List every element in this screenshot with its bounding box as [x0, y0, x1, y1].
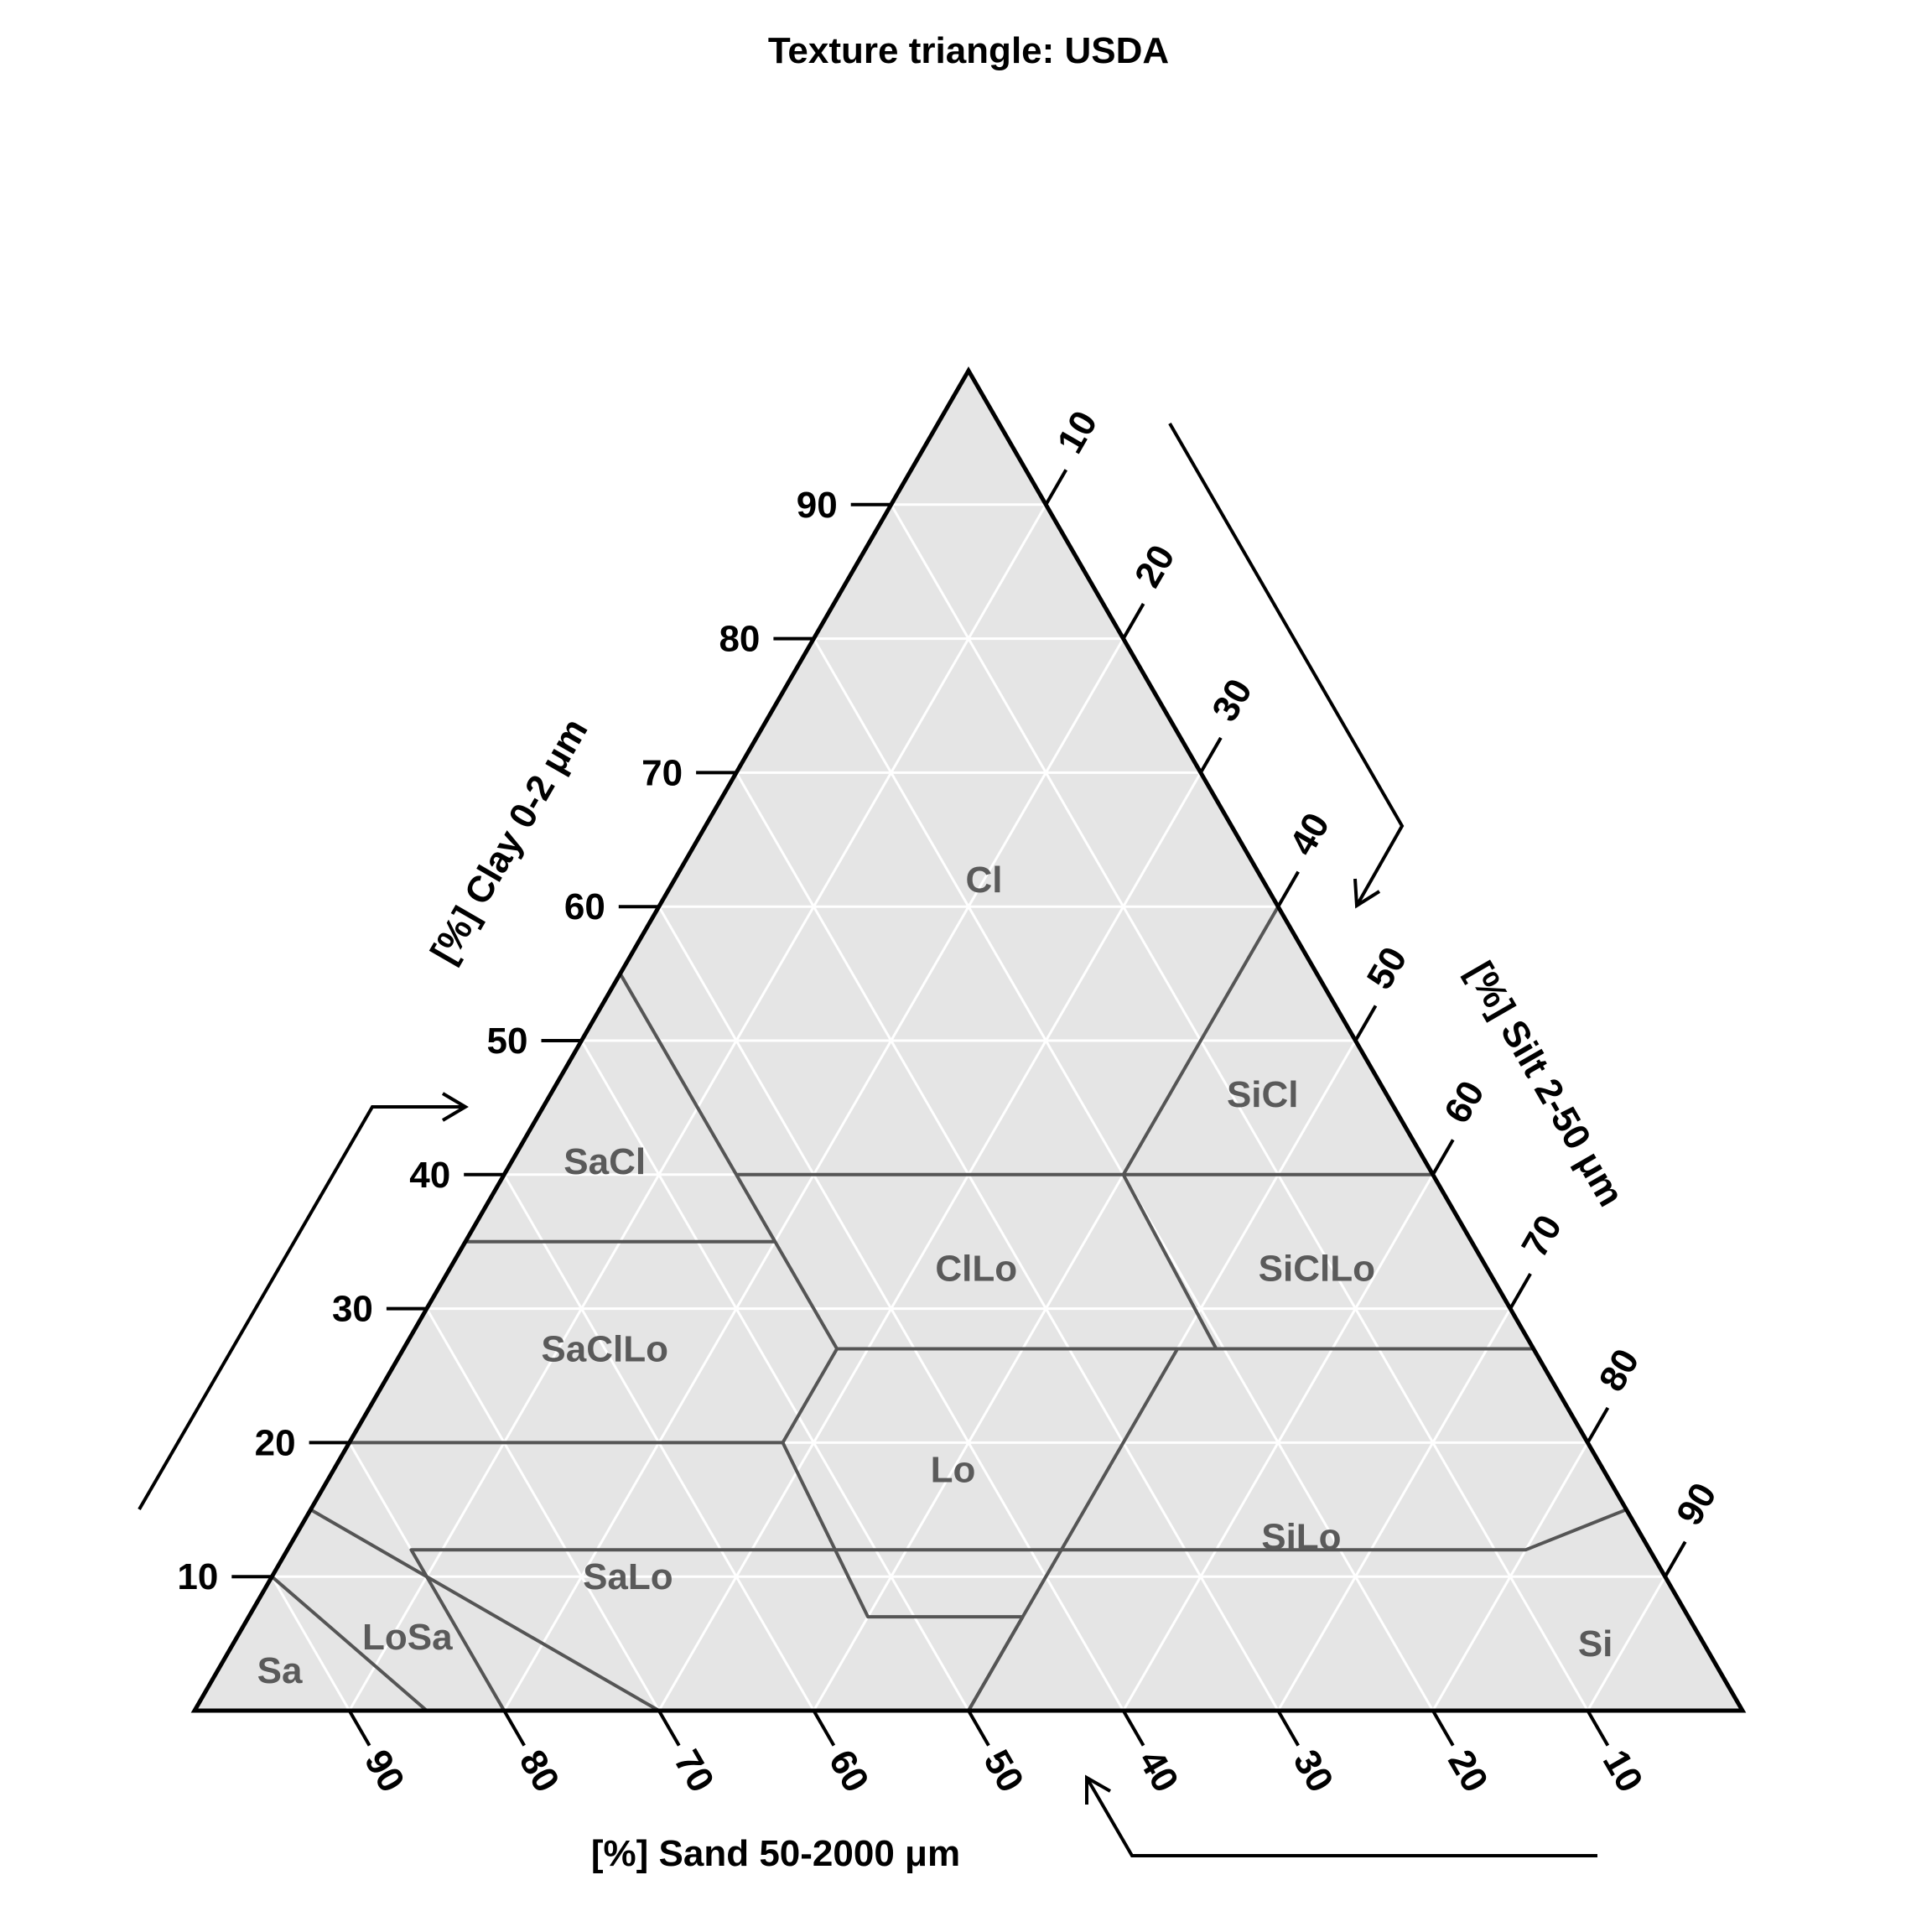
grid-line-sand-10 — [890, 504, 1589, 1711]
grid-line-sand-90 — [271, 1576, 351, 1711]
sand-tick-90 — [347, 1710, 371, 1747]
class-boundary-9 — [270, 1575, 428, 1712]
sand-tick-30 — [1276, 1710, 1300, 1747]
silt-arrow-head — [1353, 878, 1381, 909]
grid-line-sand-30 — [735, 771, 1280, 1711]
silt-tick-60 — [1431, 1139, 1455, 1176]
chart-title: Texture triangle: USDA — [768, 30, 1169, 71]
clay-tick-label-80: 80 — [719, 619, 760, 660]
clay-axis-label: [%] Clay 0-2 μm — [423, 712, 595, 970]
clay-arrow — [138, 1105, 465, 1511]
sand-tick-20 — [1431, 1710, 1455, 1747]
sand-tick-label-40: 40 — [1130, 1743, 1187, 1800]
silt-arrow — [1168, 423, 1405, 906]
silt-axis-label: [%] Silt 2-50 μm — [1458, 955, 1631, 1213]
silt-tick-80 — [1586, 1406, 1610, 1444]
clay-tick-label-70: 70 — [641, 752, 683, 793]
class-label-cl: Cl — [965, 860, 1002, 901]
sand-tick-label-80: 80 — [512, 1743, 568, 1800]
silt-tick-label-40: 40 — [1281, 806, 1337, 862]
class-label-sacl: SaCl — [564, 1141, 646, 1182]
silt-tick-label-70: 70 — [1514, 1208, 1570, 1265]
grid-line-silt-30 — [657, 771, 1202, 1711]
sand-tick-label-90: 90 — [356, 1743, 413, 1800]
class-label-lo: Lo — [931, 1449, 976, 1490]
silt-tick-label-10: 10 — [1050, 404, 1106, 460]
grid-line-silt-90 — [1587, 1576, 1666, 1711]
class-label-sicl: SiCl — [1227, 1074, 1299, 1115]
silt-tick-label-60: 60 — [1436, 1074, 1493, 1130]
sand-tick-label-20: 20 — [1440, 1743, 1496, 1800]
class-boundary-2 — [1121, 906, 1280, 1350]
axis-arrows — [138, 423, 1597, 1857]
silt-tick-20 — [1121, 603, 1145, 640]
sand-tick-label-10: 10 — [1595, 1743, 1651, 1800]
grid-line-silt-80 — [1431, 1441, 1589, 1711]
clay-tick-label-20: 20 — [255, 1422, 296, 1463]
sand-tick-10 — [1586, 1710, 1610, 1747]
class-label-salo: SaLo — [583, 1556, 673, 1597]
silt-tick-label-50: 50 — [1359, 940, 1415, 996]
silt-tick-40 — [1276, 870, 1300, 908]
sand-arrow-head — [1085, 1774, 1111, 1805]
silt-tick-30 — [1199, 736, 1223, 774]
class-label-sicllo: SiClLo — [1259, 1249, 1375, 1290]
clay-tick-label-30: 30 — [332, 1289, 373, 1330]
sand-tick-60 — [812, 1710, 836, 1747]
grid-line-silt-70 — [1276, 1307, 1512, 1711]
silt-tick-50 — [1353, 1005, 1378, 1042]
silt-tick-label-30: 30 — [1204, 673, 1260, 729]
class-boundary-6 — [967, 1348, 1179, 1712]
silt-tick-10 — [1044, 469, 1068, 506]
class-boundaries — [270, 906, 1628, 1712]
sand-tick-40 — [1121, 1710, 1145, 1747]
clay-tick-label-50: 50 — [487, 1021, 528, 1062]
clay-tick-label-90: 90 — [797, 485, 838, 526]
silt-tick-70 — [1509, 1273, 1532, 1310]
sand-tick-label-50: 50 — [975, 1743, 1031, 1800]
silt-tick-label-90: 90 — [1669, 1476, 1725, 1532]
grid-line-silt-60 — [1122, 1174, 1435, 1711]
sand-tick-70 — [657, 1710, 681, 1747]
grid-line-sand-50 — [580, 1040, 970, 1711]
class-label-cllo: ClLo — [935, 1249, 1017, 1290]
silt-tick-90 — [1663, 1540, 1687, 1578]
class-label-silo: SiLo — [1261, 1516, 1341, 1557]
clay-tick-label-60: 60 — [564, 886, 605, 927]
silt-tick-label-80: 80 — [1592, 1343, 1648, 1399]
clay-tick-label-10: 10 — [177, 1556, 218, 1597]
sand-tick-label-70: 70 — [666, 1743, 722, 1800]
sand-axis-label: [%] Sand 50-2000 μm — [591, 1833, 960, 1874]
class-boundary-8 — [309, 1508, 660, 1712]
grid-line-sand-70 — [425, 1307, 661, 1711]
class-boundary-0 — [618, 973, 1025, 1711]
silt-tick-label-20: 20 — [1127, 538, 1183, 595]
sand-tick-50 — [967, 1710, 990, 1747]
class-label-losa: LoSa — [362, 1617, 453, 1658]
sand-tick-80 — [502, 1710, 526, 1747]
clay-tick-label-40: 40 — [409, 1155, 450, 1196]
clay-arrow-head — [441, 1092, 469, 1122]
class-labels: Cl SiCl SaCl ClLo SiClLo SaClLo Lo SiLo SaLo LoSa… — [257, 860, 1613, 1691]
class-label-sacllo: SaClLo — [541, 1329, 668, 1370]
sand-tick-label-60: 60 — [821, 1743, 877, 1800]
class-boundary-7 — [409, 1508, 1628, 1712]
class-label-si: Si — [1578, 1623, 1613, 1665]
sand-tick-label-30: 30 — [1285, 1743, 1342, 1800]
sand-arrow — [1085, 1776, 1597, 1857]
class-label-sa: Sa — [257, 1650, 303, 1691]
